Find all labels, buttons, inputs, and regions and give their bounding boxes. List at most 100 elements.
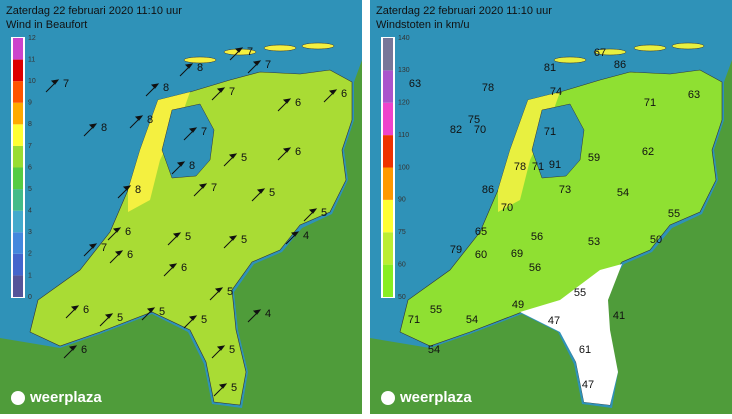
- neighbouring-land: [0, 60, 362, 414]
- wind-arrow: [251, 188, 266, 202]
- wadden-island: [593, 48, 627, 56]
- wind-arrow: [247, 60, 262, 74]
- map-value: 7: [211, 182, 217, 194]
- wadden-island: [553, 56, 587, 64]
- wadden-island: [183, 56, 217, 64]
- map-value: 50: [650, 234, 662, 246]
- map-value: 7: [101, 242, 107, 254]
- legend-swatch: [383, 232, 393, 265]
- ijsselmeer: [531, 103, 585, 179]
- legend-tick: 140: [398, 35, 410, 42]
- map-value: 91: [549, 159, 561, 171]
- legend-swatch: [13, 81, 23, 103]
- map-title: Zaterdag 22 februari 2020 11:10 uur: [6, 5, 182, 17]
- map-value: 65: [475, 226, 487, 238]
- map-value: 71: [544, 126, 556, 138]
- legend-tick: 75: [398, 229, 406, 236]
- map-value: 86: [614, 59, 626, 71]
- wind-arrow: [193, 183, 208, 197]
- wind-arrow: [141, 307, 156, 321]
- wind-arrow: [129, 115, 144, 129]
- legend-tick: 100: [398, 164, 410, 171]
- wind-arrow: [65, 305, 80, 319]
- map-title: Zaterdag 22 februari 2020 11:10 uur: [376, 5, 552, 17]
- map-value: 6: [295, 146, 301, 158]
- legend-swatch: [13, 102, 23, 125]
- legend-swatch: [383, 135, 393, 168]
- wind-arrow: [247, 309, 262, 323]
- wind-arrow: [167, 232, 182, 246]
- wind-arrow: [145, 83, 160, 97]
- map-subtitle: Wind in Beaufort: [6, 19, 87, 31]
- map-value: 55: [574, 287, 586, 299]
- legend-tick: 90: [398, 197, 406, 204]
- legend-swatch: [13, 275, 23, 297]
- map-value: 6: [295, 97, 301, 109]
- map-value: 8: [197, 62, 203, 74]
- legend-swatch: [13, 210, 23, 233]
- map-value: 5: [241, 234, 247, 246]
- map-value: 5: [185, 231, 191, 243]
- map-value: 7: [247, 46, 253, 58]
- legend-swatch: [383, 199, 393, 233]
- map-value: 6: [125, 226, 131, 238]
- map-value: 54: [466, 314, 478, 326]
- legend-tick: 12: [28, 35, 36, 42]
- map-value: 54: [428, 344, 440, 356]
- map-value: 56: [531, 231, 543, 243]
- legend-tick: 5: [28, 186, 32, 193]
- map-value: 78: [514, 161, 526, 173]
- map-value: 56: [529, 262, 541, 274]
- legend-tick: 110: [398, 132, 409, 139]
- map-value: 55: [668, 208, 680, 220]
- legend-tick: 6: [28, 164, 32, 171]
- map-value: 63: [688, 89, 700, 101]
- map-value: 61: [579, 344, 591, 356]
- wind-arrow: [229, 47, 244, 61]
- logo-icon: [11, 391, 25, 405]
- wind-arrow: [223, 235, 238, 249]
- wind-arrow: [183, 315, 198, 329]
- map-value: 67: [594, 47, 606, 59]
- map-value: 60: [475, 249, 487, 261]
- wind-arrow: [83, 243, 98, 257]
- wind-arrow: [209, 287, 224, 301]
- wadden-island: [263, 44, 297, 52]
- map-value: 69: [511, 248, 523, 260]
- legend-swatch: [13, 59, 23, 82]
- legend-tick: 9: [28, 100, 32, 107]
- map-value: 5: [159, 306, 165, 318]
- legend-swatch: [383, 38, 393, 71]
- map-value: 8: [163, 82, 169, 94]
- map-value: 70: [474, 124, 486, 136]
- ijsselmeer: [161, 103, 215, 179]
- map-value: 4: [265, 308, 271, 320]
- wadden-island: [301, 42, 335, 50]
- wind-arrow: [171, 161, 186, 175]
- legend-tick: 130: [398, 67, 410, 74]
- wind-arrow: [109, 250, 124, 264]
- map-value: 82: [450, 124, 462, 136]
- wind-arrow: [45, 79, 60, 93]
- legend-tick: 10: [28, 78, 36, 85]
- legend-tick: 3: [28, 229, 32, 236]
- legend-swatch: [13, 232, 23, 254]
- legend-swatch: [13, 253, 23, 276]
- neighbouring-land: [370, 60, 732, 414]
- wind-arrow: [211, 87, 226, 101]
- map-value: 7: [229, 86, 235, 98]
- map-value: 81: [544, 62, 556, 74]
- legend-swatch: [383, 264, 393, 297]
- map-value: 8: [135, 184, 141, 196]
- map-value: 70: [501, 202, 513, 214]
- map-value: 86: [482, 184, 494, 196]
- wadden-island: [671, 42, 705, 50]
- map-value: 71: [408, 314, 420, 326]
- map-value: 5: [229, 344, 235, 356]
- map-value: 5: [269, 187, 275, 199]
- legend-swatch: [13, 145, 23, 168]
- wind-arrow: [211, 345, 226, 359]
- map-value: 8: [147, 114, 153, 126]
